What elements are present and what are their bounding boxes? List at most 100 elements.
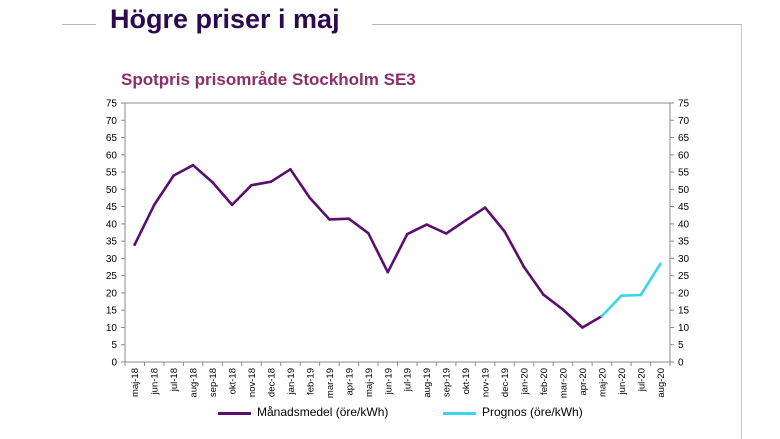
y-tick-label-left: 5 [111,340,117,351]
y-tick-label-left: 15 [106,306,118,317]
data-point-s0-sep-18 [211,181,214,184]
title-rule-left [62,24,96,25]
y-tick-label-right: 60 [678,150,690,161]
y-tick-label-right: 40 [678,219,690,230]
x-tick-label: jan-19 [286,368,297,395]
x-tick-label: jun-20 [617,368,628,395]
legend-swatch-manadsmedel [218,412,251,415]
x-tick-label: jan-20 [520,368,531,395]
x-tick-label: apr-20 [578,368,589,395]
y-tick-label-left: 35 [106,237,118,248]
x-tick-label: jul-20 [636,368,647,392]
y-tick-label-right: 65 [678,133,690,144]
data-point-s1-maj-20 [600,314,604,318]
x-tick-label: apr-19 [344,368,355,395]
data-point-s0-feb-19 [308,196,312,200]
x-tick-label: nov-19 [481,368,492,397]
y-tick-label-right: 25 [678,271,690,282]
y-tick-label-left: 75 [106,99,118,110]
x-tick-label: aug-19 [422,368,433,398]
y-tick-label-right: 30 [678,254,690,265]
series-line-1 [600,262,662,318]
data-point-s0-jan-20 [522,265,526,269]
y-tick-label-right: 75 [678,99,690,110]
data-point-s0-mar-20 [561,308,565,311]
title-rule-right [372,24,742,25]
data-point-s0-okt-18 [230,203,234,207]
y-tick-label-left: 10 [106,323,118,334]
data-point-s0-nov-19 [483,206,487,209]
y-tick-label-left: 65 [106,133,118,144]
x-tick-label: jun-19 [383,368,394,395]
data-point-s0-dec-18 [269,180,273,183]
x-tick-label: mar-19 [325,368,336,398]
legend-label-manadsmedel: Månadsmedel (öre/kWh) [257,405,389,419]
y-tick-label-left: 60 [106,150,118,161]
data-point-s0-feb-20 [542,293,545,297]
data-point-s0-mar-19 [328,218,331,221]
series-line-0 [133,163,604,329]
data-point-s0-aug-18 [191,163,195,167]
x-tick-label: jul-19 [403,368,414,392]
data-point-s0-apr-19 [347,217,351,220]
y-tick-label-right: 70 [678,116,690,127]
y-tick-label-right: 35 [678,237,690,248]
y-tick-label-right: 55 [678,168,690,179]
data-point-s0-dec-19 [503,230,506,233]
data-point-s1-jul-20 [639,293,643,297]
x-tick-label: maj-18 [130,368,141,397]
y-tick-label-right: 15 [678,306,690,317]
data-point-s0-maj-19 [367,231,370,235]
x-tick-label: dec-19 [500,368,511,397]
y-tick-label-left: 70 [106,116,118,127]
legend-swatch-prognos [443,412,476,415]
data-point-s0-jun-19 [386,270,390,274]
x-tick-label: jul-18 [169,368,180,392]
y-tick-label-left: 20 [106,288,118,299]
slide-edge-rule [741,24,742,439]
x-tick-label: mar-20 [558,368,569,398]
x-tick-label: okt-19 [461,368,472,394]
slide-title: Högre priser i maj [110,4,340,34]
x-tick-label: aug-18 [189,368,200,398]
chart-title: Spotpris prisområde Stockholm SE3 [121,70,416,89]
y-tick-label-left: 55 [106,168,118,179]
x-tick-label: nov-18 [247,368,258,397]
data-point-s0-jul-18 [172,174,175,177]
y-tick-label-left: 40 [106,219,118,230]
y-tick-label-right: 10 [678,323,690,334]
data-point-s0-jun-18 [152,203,156,207]
data-point-s0-aug-19 [425,223,429,226]
x-tick-label: okt-18 [228,368,239,394]
data-point-s0-okt-19 [464,219,467,222]
y-tick-label-right: 50 [678,185,690,196]
x-tick-label: jun-18 [150,368,161,395]
data-point-s0-apr-20 [581,326,584,329]
y-tick-label-right: 0 [678,358,684,369]
y-tick-label-right: 5 [678,340,684,351]
legend-label-prognos: Prognos (öre/kWh) [482,405,583,419]
data-point-s0-jan-19 [289,168,292,171]
y-tick-label-left: 45 [106,202,118,213]
y-tick-label-left: 30 [106,254,118,265]
x-tick-label: feb-20 [539,368,550,395]
data-point-s0-jul-19 [405,232,409,236]
y-tick-label-right: 20 [678,288,690,299]
y-tick-label-left: 50 [106,185,118,196]
x-tick-label: maj-20 [597,368,608,397]
y-tick-label-left: 0 [111,358,117,369]
x-tick-label: aug-20 [656,368,667,398]
data-point-s1-aug-20 [659,262,662,266]
y-tick-label-right: 45 [678,202,690,213]
x-tick-label: maj-19 [364,368,375,397]
x-tick-label: sep-18 [208,368,219,397]
data-point-s0-maj-18 [133,243,136,246]
y-tick-label-left: 25 [106,271,118,282]
data-point-s0-nov-18 [250,183,253,187]
x-tick-label: feb-19 [305,368,316,395]
data-point-s1-jun-20 [620,294,623,298]
data-point-s0-sep-19 [444,232,448,235]
x-tick-label: dec-18 [266,368,277,397]
x-tick-label: sep-19 [442,368,453,397]
